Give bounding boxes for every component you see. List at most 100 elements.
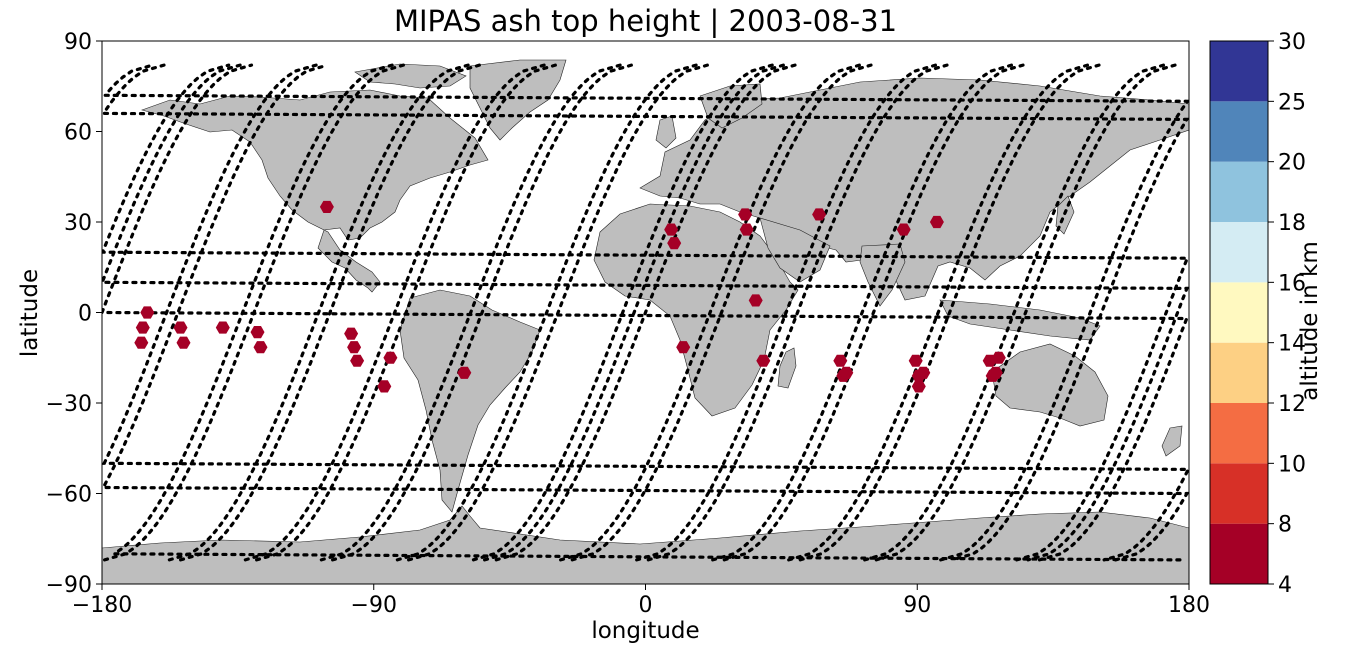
- ash-point: [991, 351, 1006, 364]
- orbit-track: [102, 63, 1189, 562]
- colorbar-tick-label: 10: [1278, 452, 1306, 477]
- x-axis: −180 −90 0 90 180: [72, 584, 1210, 618]
- ash-point: [664, 223, 679, 236]
- chart-title: MIPAS ash top height | 2003-08-31: [393, 4, 898, 38]
- ash-point: [457, 366, 472, 379]
- ash-point: [383, 351, 398, 364]
- landmass-layer: [102, 59, 1189, 584]
- orbit-track: [255, 63, 558, 562]
- ash-point: [988, 366, 1003, 379]
- orbit-track: [787, 63, 1090, 562]
- ash-point: [738, 208, 753, 221]
- y-tick-label: 90: [64, 30, 92, 55]
- ash-point: [833, 354, 848, 367]
- ash-point: [739, 223, 754, 236]
- x-tick-label: −180: [72, 593, 132, 618]
- colorbar-band: [1210, 342, 1268, 403]
- colorbar-label: altitude in km: [1297, 241, 1323, 401]
- ash-point: [812, 208, 827, 221]
- orbit-track: [243, 63, 546, 562]
- orbit-track: [798, 63, 1101, 562]
- orbit-track: [103, 63, 406, 562]
- landmass-greenland: [469, 59, 567, 141]
- orbit-track: [102, 63, 1189, 562]
- orbit-track: [722, 63, 1025, 562]
- landmass-arabia: [759, 217, 831, 283]
- colorbar-tick-label: 4: [1278, 573, 1292, 598]
- colorbar-tick-label: 18: [1278, 211, 1306, 236]
- y-axis-label: latitude: [17, 268, 43, 358]
- landmass-north-america: [141, 89, 489, 293]
- colorbar-band: [1210, 222, 1268, 283]
- ash-point: [908, 354, 923, 367]
- ash-points-layer: [134, 200, 1006, 393]
- colorbar-tick-label: 30: [1278, 30, 1306, 55]
- ash-point: [319, 200, 334, 213]
- y-tick-label: 30: [64, 211, 92, 236]
- landmass-australia: [991, 343, 1109, 427]
- x-axis-label: longitude: [591, 618, 700, 644]
- orbit-track: [102, 63, 1189, 562]
- orbit-track: [109, 63, 1182, 562]
- ash-point: [756, 354, 771, 367]
- orbit-track: [471, 63, 774, 562]
- orbit-track: [395, 63, 698, 562]
- orbit-track: [483, 63, 786, 562]
- orbit-track: [102, 63, 1189, 562]
- colorbar-band: [1210, 161, 1268, 222]
- ash-point: [253, 341, 268, 354]
- ash-point: [173, 321, 188, 334]
- orbit-track: [407, 63, 710, 562]
- orbit-track: [102, 63, 1189, 562]
- colorbar-band: [1210, 523, 1268, 584]
- orbit-track: [635, 63, 938, 562]
- orbit-track: [167, 63, 470, 562]
- orbit-track: [494, 63, 797, 562]
- y-tick-label: −60: [46, 483, 92, 508]
- x-tick-label: 0: [639, 593, 653, 618]
- colorbar-tick-label: 16: [1278, 271, 1306, 296]
- orbit-track: [863, 63, 1166, 562]
- orbit-track: [179, 63, 482, 562]
- landmass-new-zealand: [1161, 425, 1183, 457]
- landmass-madagascar: [777, 347, 797, 389]
- ash-point: [929, 215, 944, 229]
- ash-point: [140, 306, 155, 319]
- ash-point: [344, 327, 359, 340]
- x-tick-label: 90: [903, 593, 931, 618]
- y-tick-label: −90: [46, 573, 92, 598]
- ash-point: [911, 380, 926, 393]
- colorbar-band: [1210, 282, 1268, 343]
- colorbar-band: [1210, 463, 1268, 524]
- y-tick-label: 0: [78, 302, 92, 327]
- colorbar-band: [1210, 403, 1268, 464]
- ash-point: [134, 336, 149, 349]
- x-tick-label: 180: [1168, 593, 1210, 618]
- orbit-track: [319, 63, 622, 562]
- ash-point: [748, 294, 763, 307]
- colorbar-tick-label: 8: [1278, 513, 1292, 538]
- y-tick-label: −30: [46, 392, 92, 417]
- colorbar: 4 8 10 12 14 16 18 20 25 30: [1209, 30, 1306, 598]
- orbit-track: [102, 63, 1189, 562]
- ash-point: [215, 321, 230, 334]
- ash-point: [676, 341, 691, 354]
- orbit-track: [711, 63, 1014, 562]
- orbit-track: [570, 63, 873, 562]
- colorbar-tick-label: 20: [1278, 151, 1306, 176]
- ash-point: [839, 366, 854, 379]
- colorbar-tick-label: 14: [1278, 332, 1306, 357]
- y-axis: −90 −60 −30 0 30 60 90: [46, 30, 102, 598]
- ash-point: [896, 223, 911, 236]
- orbit-track: [559, 63, 862, 562]
- colorbar-band: [1210, 41, 1268, 102]
- orbit-track: [646, 63, 949, 562]
- orbit-track: [331, 63, 634, 562]
- x-tick-label: −90: [351, 593, 397, 618]
- ash-point: [135, 321, 150, 334]
- satellite-tracks: [102, 63, 1189, 562]
- ash-point: [250, 326, 265, 339]
- ash-point: [176, 336, 191, 349]
- ash-point: [377, 380, 392, 393]
- colorbar-tick-label: 25: [1278, 90, 1306, 115]
